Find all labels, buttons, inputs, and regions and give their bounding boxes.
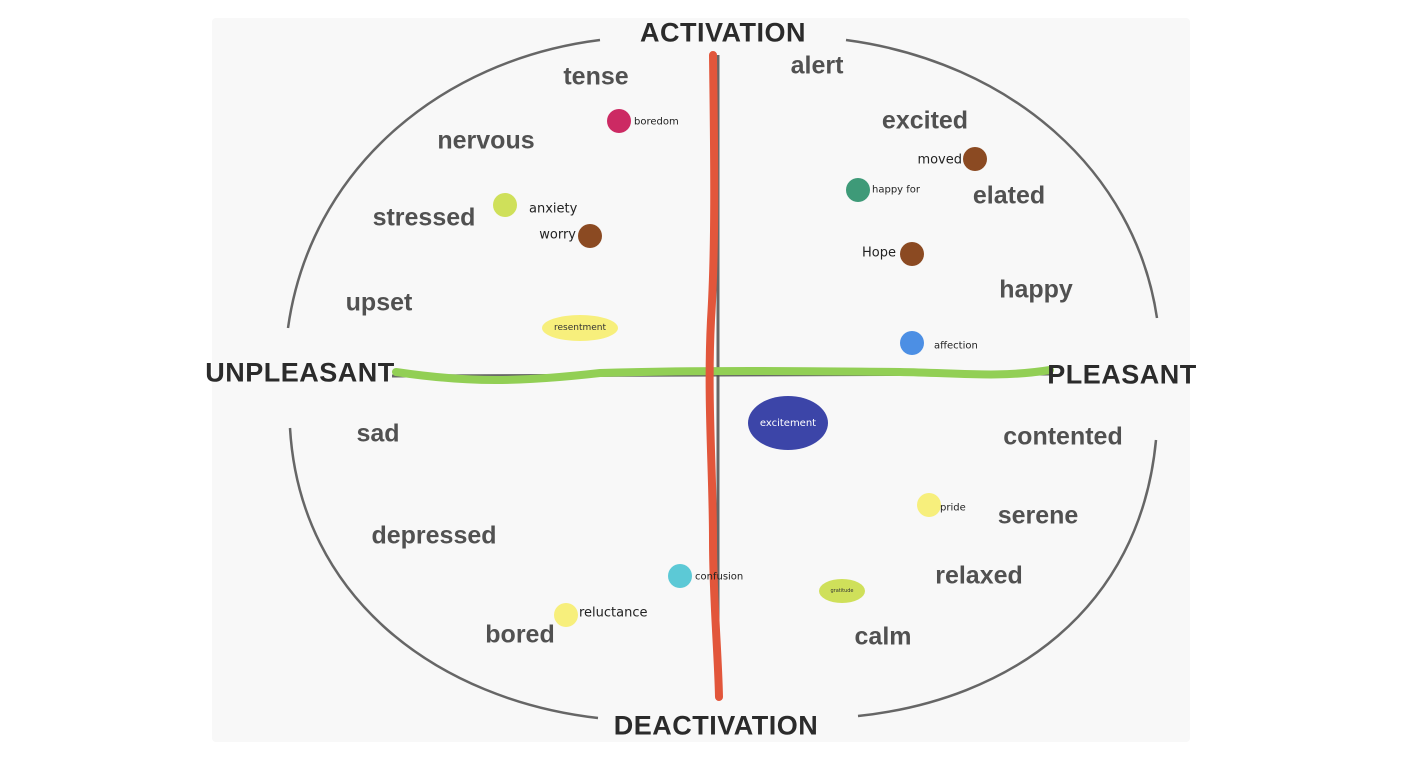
label-happy-for: happy for xyxy=(872,184,921,196)
dot-hope xyxy=(900,242,924,266)
word-elated: elated xyxy=(972,181,1046,210)
word-calm: calm xyxy=(854,622,912,651)
dot-affection xyxy=(900,331,924,355)
arc-bottom-left xyxy=(288,427,599,720)
word-stressed: stressed xyxy=(372,203,476,232)
dot-happy-for xyxy=(846,178,870,202)
axis-label-unpleasant: UNPLEASANT xyxy=(205,357,395,388)
word-tense: tense xyxy=(563,62,629,91)
word-serene: serene xyxy=(997,501,1079,530)
axis-label-pleasant: PLEASANT xyxy=(1047,359,1197,390)
arc-top-left xyxy=(286,38,601,329)
horizontal-drawn-axis xyxy=(392,366,1054,384)
label-worry: worry xyxy=(539,227,576,243)
word-upset: upset xyxy=(345,288,413,317)
label-hope: Hope xyxy=(862,245,896,261)
arc-top-right xyxy=(845,38,1159,319)
word-nervous: nervous xyxy=(437,126,535,155)
word-contented: contented xyxy=(1003,422,1123,451)
label-reluctance: reluctance xyxy=(579,605,648,621)
word-alert: alert xyxy=(790,51,844,80)
dot-worry xyxy=(578,224,602,248)
blob-excitement: excitement xyxy=(748,396,828,450)
label-confusion: confusion xyxy=(695,571,744,583)
vertical-drawn-axis xyxy=(705,51,723,701)
word-excited: excited xyxy=(881,106,969,135)
label-anxiety: anxiety xyxy=(529,201,578,217)
dot-anxiety xyxy=(493,193,517,217)
word-sad: sad xyxy=(356,419,400,448)
dot-moved xyxy=(963,147,987,171)
word-happy: happy xyxy=(999,275,1073,304)
word-relaxed: relaxed xyxy=(935,561,1023,590)
blob-resentment: resentment xyxy=(542,315,618,341)
dot-boredom xyxy=(607,109,631,133)
label-boredom: boredom xyxy=(634,116,679,128)
dot-pride xyxy=(917,493,941,517)
label-resentment: resentment xyxy=(553,323,607,333)
arc-bottom-right xyxy=(857,439,1158,718)
axis-label-deactivation: DEACTIVATION xyxy=(613,710,819,741)
word-bored: bored xyxy=(485,620,555,649)
label-moved: moved xyxy=(917,152,962,168)
axis-label-activation: ACTIVATION xyxy=(640,17,806,48)
label-pride: pride xyxy=(940,502,966,514)
dot-confusion xyxy=(668,564,692,588)
word-depressed: depressed xyxy=(371,521,497,550)
diagram-background xyxy=(212,18,1190,742)
blob-gratitude: gratitude xyxy=(819,579,865,603)
dot-reluctance xyxy=(554,603,578,627)
label-gratitude: gratitude xyxy=(830,588,854,594)
label-excitement: excitement xyxy=(759,417,817,429)
label-affection: affection xyxy=(934,340,978,352)
